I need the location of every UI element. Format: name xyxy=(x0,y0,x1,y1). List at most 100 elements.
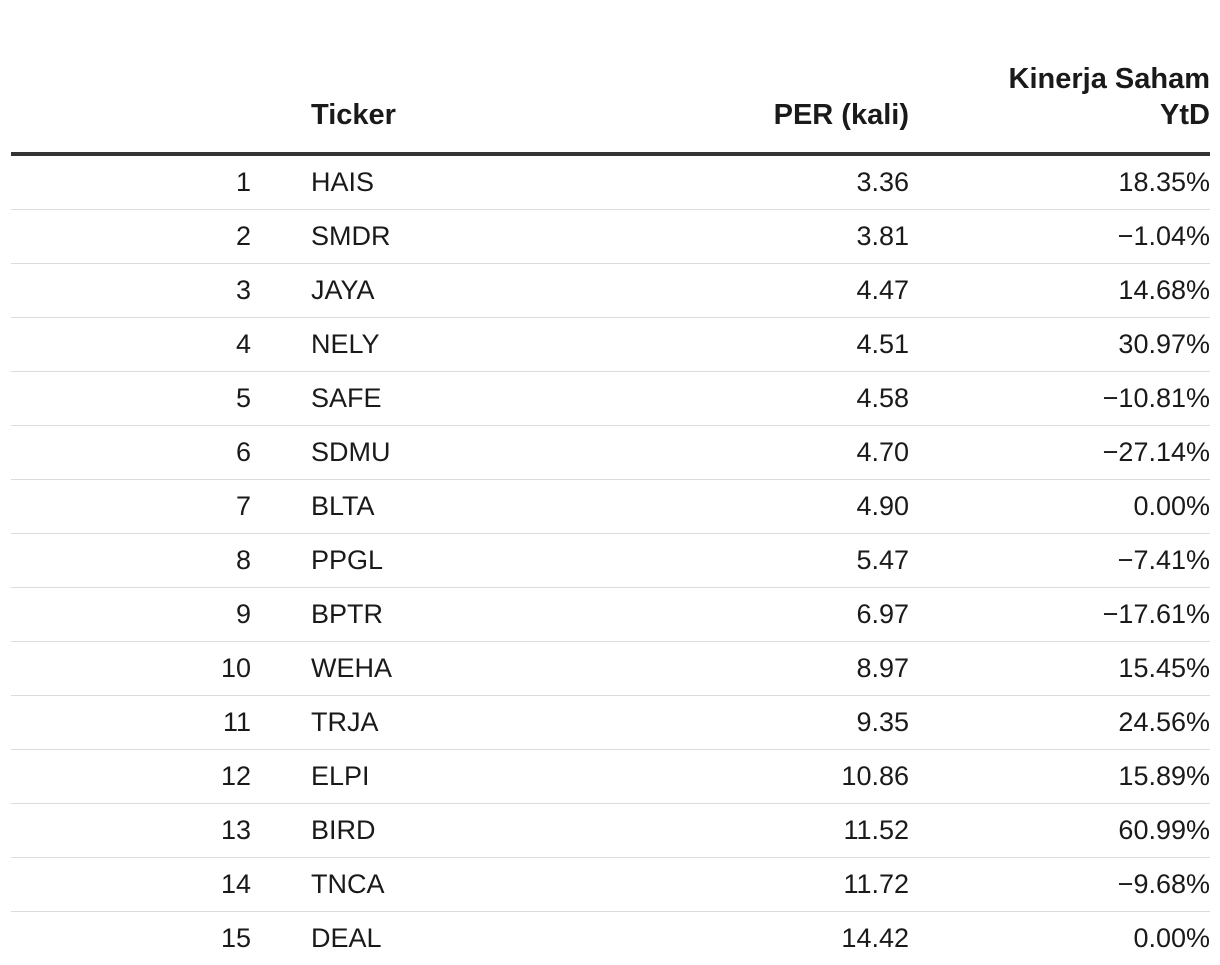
performance-cell: −27.14% xyxy=(909,426,1210,480)
rank-cell: 5 xyxy=(11,372,251,426)
header-rank xyxy=(11,0,251,154)
header-row: Ticker PER (kali) Kinerja Saham YtD xyxy=(11,0,1210,154)
header-per: PER (kali) xyxy=(611,0,909,154)
spacer-cell xyxy=(251,154,311,210)
per-cell: 9.35 xyxy=(611,696,909,750)
spacer-cell xyxy=(251,534,311,588)
rank-cell: 1 xyxy=(11,154,251,210)
performance-cell: −7.41% xyxy=(909,534,1210,588)
performance-cell: 15.89% xyxy=(909,750,1210,804)
performance-cell: 0.00% xyxy=(909,480,1210,534)
header-spacer xyxy=(251,0,311,154)
performance-cell: 24.56% xyxy=(909,696,1210,750)
table-header: Ticker PER (kali) Kinerja Saham YtD xyxy=(11,0,1210,154)
spacer-cell xyxy=(251,750,311,804)
spacer-cell xyxy=(251,642,311,696)
performance-cell: −9.68% xyxy=(909,858,1210,912)
spacer-cell xyxy=(251,480,311,534)
performance-cell: 60.99% xyxy=(909,804,1210,858)
rank-cell: 11 xyxy=(11,696,251,750)
spacer-cell xyxy=(251,426,311,480)
per-cell: 4.70 xyxy=(611,426,909,480)
per-cell: 4.47 xyxy=(611,264,909,318)
per-cell: 4.90 xyxy=(611,480,909,534)
header-performance-line2: YtD xyxy=(1160,99,1210,131)
ticker-cell: BPTR xyxy=(311,588,611,642)
per-table: Ticker PER (kali) Kinerja Saham YtD 1 HAIS… xyxy=(11,0,1210,965)
spacer-cell xyxy=(251,588,311,642)
ticker-cell: WEHA xyxy=(311,642,611,696)
performance-cell: 18.35% xyxy=(909,154,1210,210)
spacer-cell xyxy=(251,210,311,264)
rank-cell: 14 xyxy=(11,858,251,912)
header-performance-line1: Kinerja Saham xyxy=(1009,63,1210,95)
rank-cell: 15 xyxy=(11,912,251,965)
per-cell: 11.72 xyxy=(611,858,909,912)
rank-cell: 4 xyxy=(11,318,251,372)
per-cell: 4.51 xyxy=(611,318,909,372)
per-cell: 3.81 xyxy=(611,210,909,264)
performance-cell: 30.97% xyxy=(909,318,1210,372)
per-cell: 14.42 xyxy=(611,912,909,965)
spacer-cell xyxy=(251,858,311,912)
performance-cell: −10.81% xyxy=(909,372,1210,426)
ticker-cell: HAIS xyxy=(311,154,611,210)
rank-cell: 8 xyxy=(11,534,251,588)
per-cell: 6.97 xyxy=(611,588,909,642)
rank-cell: 12 xyxy=(11,750,251,804)
per-cell: 3.36 xyxy=(611,154,909,210)
ticker-cell: ELPI xyxy=(311,750,611,804)
ticker-cell: BIRD xyxy=(311,804,611,858)
performance-cell: −17.61% xyxy=(909,588,1210,642)
per-cell: 11.52 xyxy=(611,804,909,858)
spacer-cell xyxy=(251,264,311,318)
performance-cell: 15.45% xyxy=(909,642,1210,696)
performance-cell: 0.00% xyxy=(909,912,1210,965)
header-ticker: Ticker xyxy=(311,0,611,154)
ticker-cell: BLTA xyxy=(311,480,611,534)
rank-cell: 2 xyxy=(11,210,251,264)
per-cell: 10.86 xyxy=(611,750,909,804)
spacer-cell xyxy=(251,318,311,372)
rank-cell: 13 xyxy=(11,804,251,858)
ticker-cell: PPGL xyxy=(311,534,611,588)
rank-cell: 9 xyxy=(11,588,251,642)
ticker-cell: TNCA xyxy=(311,858,611,912)
performance-cell: 14.68% xyxy=(909,264,1210,318)
spacer-cell xyxy=(251,804,311,858)
spacer-cell xyxy=(251,372,311,426)
spacer-cell xyxy=(251,912,311,965)
ticker-cell: SAFE xyxy=(311,372,611,426)
stock-table: Ticker PER (kali) Kinerja Saham YtD 1 HAIS… xyxy=(11,0,1210,965)
ticker-cell: SMDR xyxy=(311,210,611,264)
rank-cell: 7 xyxy=(11,480,251,534)
ticker-cell: NELY xyxy=(311,318,611,372)
ticker-cell: JAYA xyxy=(311,264,611,318)
performance-cell: −1.04% xyxy=(909,210,1210,264)
rank-cell: 10 xyxy=(11,642,251,696)
per-cell: 5.47 xyxy=(611,534,909,588)
per-cell: 8.97 xyxy=(611,642,909,696)
spacer-cell xyxy=(251,696,311,750)
ticker-cell: SDMU xyxy=(311,426,611,480)
rank-cell: 3 xyxy=(11,264,251,318)
ticker-cell: DEAL xyxy=(311,912,611,965)
per-cell: 4.58 xyxy=(611,372,909,426)
rank-cell: 6 xyxy=(11,426,251,480)
